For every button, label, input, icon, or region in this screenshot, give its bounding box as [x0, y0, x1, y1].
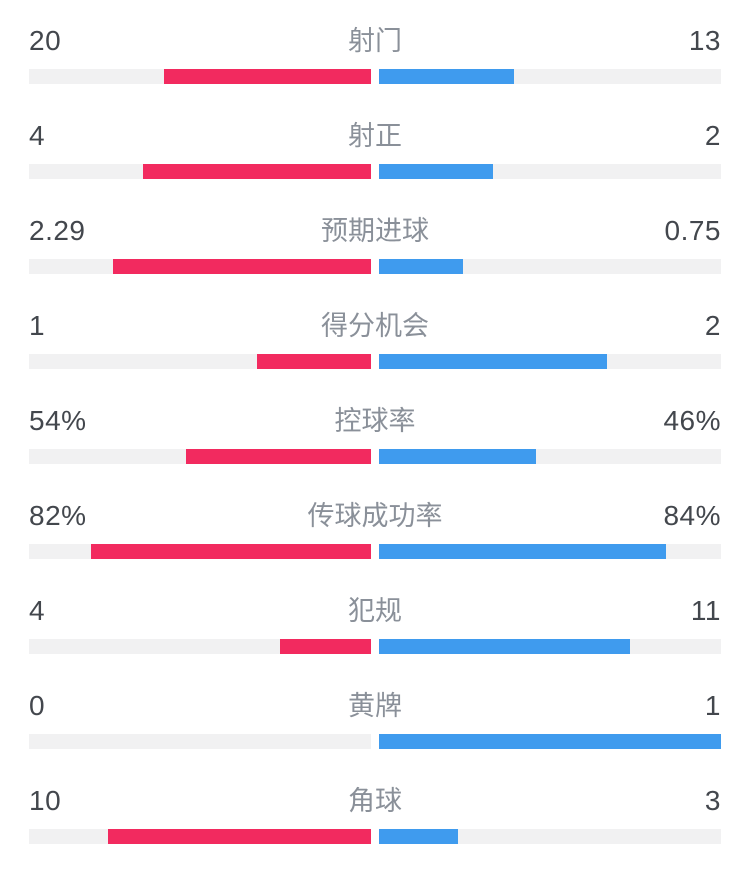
- away-bar-track: [379, 259, 721, 274]
- away-value: 13: [688, 25, 721, 56]
- home-value: 10: [29, 785, 62, 816]
- stat-row: 1 得分机会 2: [29, 311, 721, 369]
- stat-row: 4 犯规 11: [29, 596, 721, 654]
- stat-header: 10 角球 3: [29, 785, 721, 817]
- away-value: 2: [704, 120, 721, 151]
- home-bar-fill: [90, 544, 371, 559]
- stat-row: 10 角球 3: [29, 786, 721, 844]
- stat-label: 射正: [348, 121, 402, 151]
- away-bar-fill: [379, 164, 493, 179]
- stat-label: 黄牌: [348, 691, 402, 721]
- home-bar-fill: [163, 69, 371, 84]
- stat-label: 控球率: [334, 406, 416, 436]
- away-value: 2: [704, 310, 721, 341]
- away-value: 84%: [663, 500, 721, 531]
- away-bar-track: [379, 354, 721, 369]
- home-bar-track: [29, 829, 371, 844]
- home-bar-track: [29, 639, 371, 654]
- stat-bar: [29, 69, 721, 84]
- away-value: 0.75: [664, 215, 721, 246]
- home-bar-track: [29, 734, 371, 749]
- away-value: 1: [704, 690, 721, 721]
- home-value: 20: [29, 25, 62, 56]
- away-bar-fill: [379, 544, 667, 559]
- home-value: 54%: [29, 405, 87, 436]
- stat-bar: [29, 639, 721, 654]
- stat-header: 1 得分机会 2: [29, 310, 721, 342]
- away-bar-fill: [379, 734, 721, 749]
- away-bar-track: [379, 639, 721, 654]
- stat-bar: [29, 164, 721, 179]
- stat-row: 4 射正 2: [29, 121, 721, 179]
- away-bar-track: [379, 164, 721, 179]
- stat-label: 射门: [348, 26, 402, 56]
- stat-row: 54% 控球率 46%: [29, 406, 721, 464]
- away-bar-track: [379, 829, 721, 844]
- away-bar-fill: [379, 639, 630, 654]
- stat-bar: [29, 829, 721, 844]
- home-bar-track: [29, 164, 371, 179]
- stat-label: 角球: [348, 786, 402, 816]
- away-bar-track: [379, 69, 721, 84]
- stat-bar: [29, 449, 721, 464]
- away-value: 46%: [663, 405, 721, 436]
- stat-header: 4 犯规 11: [29, 595, 721, 627]
- stat-bar: [29, 544, 721, 559]
- home-bar-track: [29, 259, 371, 274]
- stat-header: 0 黄牌 1: [29, 690, 721, 722]
- away-bar-fill: [379, 354, 608, 369]
- home-value: 82%: [29, 500, 87, 531]
- stat-header: 4 射正 2: [29, 120, 721, 152]
- home-value: 1: [29, 310, 46, 341]
- stat-bar: [29, 354, 721, 369]
- home-bar-fill: [108, 829, 371, 844]
- stat-header: 54% 控球率 46%: [29, 405, 721, 437]
- stat-label: 得分机会: [321, 311, 429, 341]
- stat-rows-container: 20 射门 13 4 射正 2: [29, 26, 721, 844]
- away-bar-track: [379, 544, 721, 559]
- stat-bar: [29, 259, 721, 274]
- stat-label: 犯规: [348, 596, 402, 626]
- stat-header: 20 射门 13: [29, 25, 721, 57]
- home-bar-track: [29, 354, 371, 369]
- stat-header: 2.29 预期进球 0.75: [29, 215, 721, 247]
- away-value: 11: [690, 595, 721, 626]
- home-bar-track: [29, 544, 371, 559]
- home-value: 4: [29, 120, 46, 151]
- stat-bar: [29, 734, 721, 749]
- stat-row: 0 黄牌 1: [29, 691, 721, 749]
- stat-label: 预期进球: [321, 216, 429, 246]
- stat-label: 传球成功率: [307, 501, 443, 531]
- home-value: 2.29: [29, 215, 86, 246]
- home-bar-fill: [257, 354, 371, 369]
- away-bar-fill: [379, 829, 458, 844]
- home-bar-fill: [142, 164, 371, 179]
- home-value: 4: [29, 595, 46, 626]
- stat-header: 82% 传球成功率 84%: [29, 500, 721, 532]
- home-bar-fill: [113, 259, 371, 274]
- stat-row: 20 射门 13: [29, 26, 721, 84]
- away-bar-track: [379, 449, 721, 464]
- away-bar-fill: [379, 259, 464, 274]
- stat-row: 82% 传球成功率 84%: [29, 501, 721, 559]
- home-bar-fill: [186, 449, 371, 464]
- away-bar-fill: [379, 449, 537, 464]
- home-value: 0: [29, 690, 46, 721]
- away-bar-track: [379, 734, 721, 749]
- home-bar-fill: [279, 639, 371, 654]
- away-bar-fill: [379, 69, 514, 84]
- away-value: 3: [704, 785, 721, 816]
- stat-row: 2.29 预期进球 0.75: [29, 216, 721, 274]
- home-bar-track: [29, 449, 371, 464]
- home-bar-track: [29, 69, 371, 84]
